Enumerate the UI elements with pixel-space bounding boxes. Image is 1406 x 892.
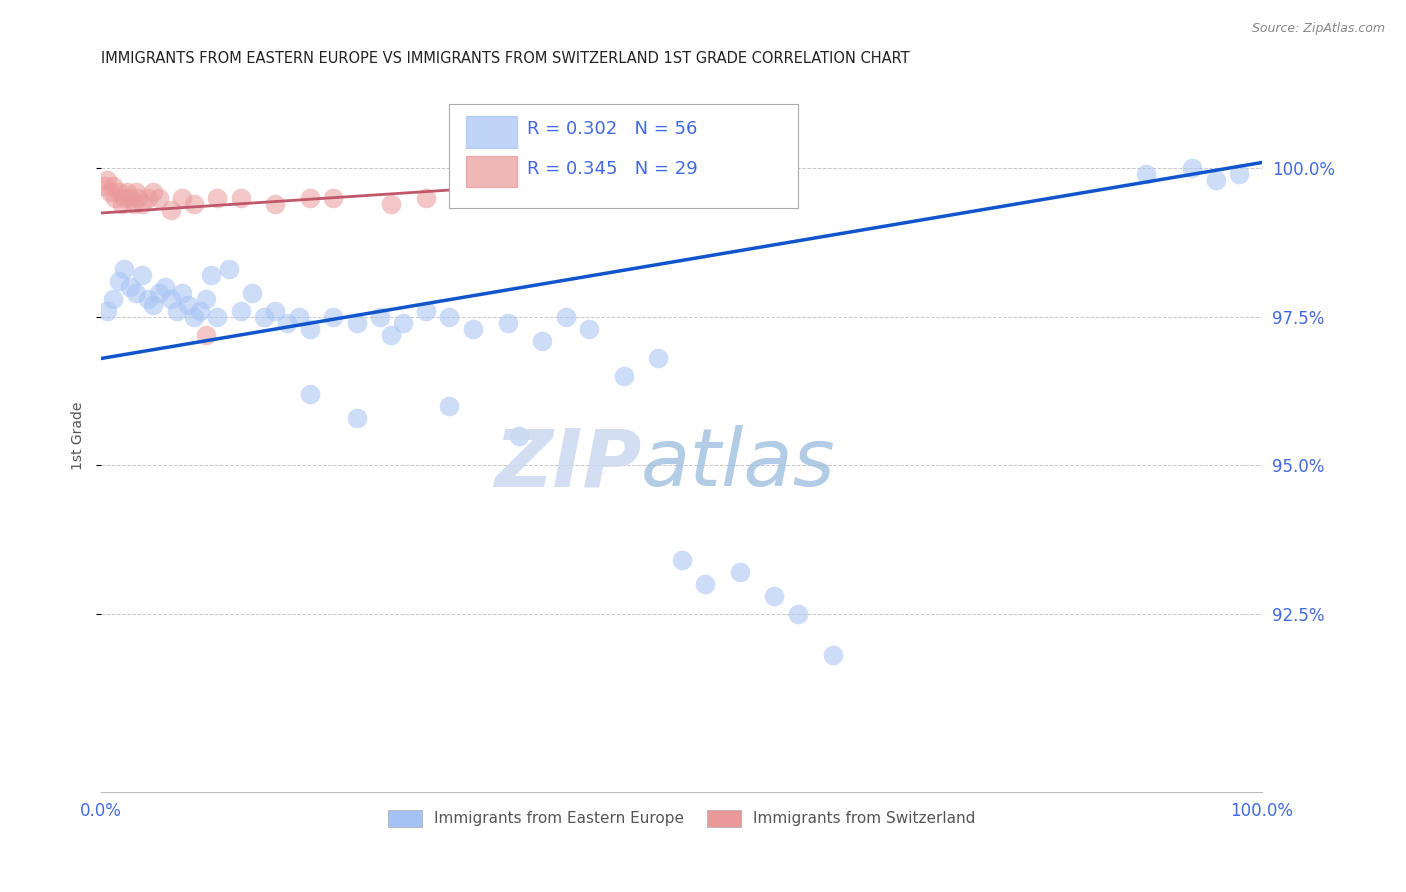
Point xyxy=(207,191,229,205)
Point xyxy=(299,322,322,336)
Point xyxy=(120,191,142,205)
Point xyxy=(148,286,170,301)
Text: R = 0.345   N = 29: R = 0.345 N = 29 xyxy=(527,161,697,178)
Point xyxy=(415,191,437,205)
Text: R = 0.302   N = 56: R = 0.302 N = 56 xyxy=(527,120,697,138)
Point xyxy=(172,286,194,301)
Point xyxy=(461,191,484,205)
Point xyxy=(160,202,183,217)
Point xyxy=(122,197,145,211)
Point xyxy=(93,179,115,194)
Y-axis label: 1st Grade: 1st Grade xyxy=(72,401,86,470)
Point xyxy=(368,310,391,324)
Point xyxy=(380,327,402,342)
Point xyxy=(125,286,148,301)
Point xyxy=(671,553,693,567)
Point xyxy=(207,310,229,324)
Point xyxy=(1205,173,1227,187)
FancyBboxPatch shape xyxy=(450,104,797,208)
Point xyxy=(1135,167,1157,181)
Point xyxy=(415,304,437,318)
Point xyxy=(100,185,122,199)
Point xyxy=(508,428,530,442)
Point xyxy=(322,191,344,205)
Point xyxy=(96,173,118,187)
Point xyxy=(346,316,368,330)
Point xyxy=(240,286,263,301)
Point xyxy=(101,292,124,306)
Point xyxy=(1227,167,1250,181)
Point xyxy=(107,274,129,288)
Point xyxy=(166,304,188,318)
Point xyxy=(136,191,159,205)
Point xyxy=(392,316,415,330)
Text: IMMIGRANTS FROM EASTERN EUROPE VS IMMIGRANTS FROM SWITZERLAND 1ST GRADE CORRELAT: IMMIGRANTS FROM EASTERN EUROPE VS IMMIGR… xyxy=(101,51,910,66)
Point xyxy=(554,310,576,324)
Point xyxy=(728,566,751,580)
Point xyxy=(496,316,519,330)
Point xyxy=(131,197,153,211)
Text: ZIP: ZIP xyxy=(494,425,641,503)
Point xyxy=(188,304,211,318)
Point xyxy=(461,322,484,336)
Point xyxy=(172,191,194,205)
Legend: Immigrants from Eastern Europe, Immigrants from Switzerland: Immigrants from Eastern Europe, Immigran… xyxy=(381,802,983,834)
Point xyxy=(115,185,138,199)
Point xyxy=(229,304,252,318)
Point xyxy=(264,304,287,318)
Point xyxy=(153,280,176,294)
Point xyxy=(229,191,252,205)
Point xyxy=(763,589,786,603)
Point xyxy=(299,191,322,205)
Point xyxy=(142,298,165,312)
Point xyxy=(322,310,344,324)
Point xyxy=(194,327,217,342)
Point xyxy=(112,191,135,205)
Point xyxy=(120,280,142,294)
Point xyxy=(578,322,600,336)
Point xyxy=(218,262,240,277)
Point xyxy=(693,577,716,591)
Point xyxy=(111,197,134,211)
Point xyxy=(200,268,222,283)
Point xyxy=(613,369,636,384)
Point xyxy=(101,179,124,194)
Point xyxy=(1181,161,1204,176)
Point xyxy=(96,304,118,318)
Text: atlas: atlas xyxy=(641,425,835,503)
FancyBboxPatch shape xyxy=(465,155,517,187)
Point xyxy=(104,191,127,205)
Point xyxy=(439,399,461,413)
FancyBboxPatch shape xyxy=(465,116,517,148)
Point xyxy=(786,607,808,621)
Point xyxy=(194,292,217,306)
Point xyxy=(112,262,135,277)
Point xyxy=(264,197,287,211)
Point xyxy=(380,197,402,211)
Point xyxy=(439,310,461,324)
Point xyxy=(107,185,129,199)
Point xyxy=(142,185,165,199)
Point xyxy=(148,191,170,205)
Point xyxy=(160,292,183,306)
Point xyxy=(183,197,205,211)
Point xyxy=(299,387,322,401)
Point xyxy=(276,316,298,330)
Point xyxy=(125,185,148,199)
Point xyxy=(131,268,153,283)
Text: Source: ZipAtlas.com: Source: ZipAtlas.com xyxy=(1251,22,1385,36)
Point xyxy=(127,191,149,205)
Point xyxy=(821,648,844,663)
Point xyxy=(287,310,309,324)
Point xyxy=(531,334,554,348)
Point xyxy=(177,298,200,312)
Point xyxy=(647,351,669,366)
Point xyxy=(136,292,159,306)
Point xyxy=(346,410,368,425)
Point xyxy=(183,310,205,324)
Point xyxy=(253,310,276,324)
